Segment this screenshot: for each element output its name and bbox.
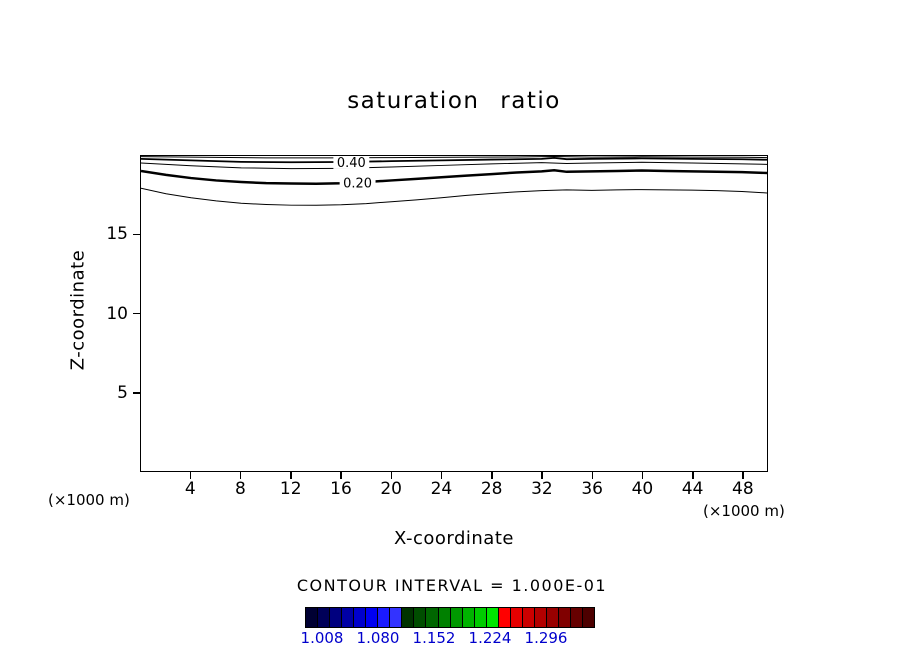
x-unit-label-right: (×1000 m): [703, 502, 785, 520]
x-tick-mark: [692, 472, 694, 479]
colorbar-cell: [414, 608, 427, 627]
colorbar-cell: [450, 608, 463, 627]
x-tick-label: 48: [732, 479, 754, 499]
contour-label-mask: [333, 156, 370, 169]
y-tick-label: 10: [106, 303, 128, 324]
x-tick-label: 12: [279, 479, 302, 499]
colorbar-cell: [426, 608, 439, 627]
colorbar-cell: [486, 608, 499, 627]
colorbar-tick-labels: 1.008 1.080 1.152 1.224 1.296: [301, 629, 595, 647]
contour-label-mask: [339, 174, 376, 190]
x-tick-label: 32: [531, 479, 553, 499]
contour-line-0.50: [141, 156, 767, 159]
contour-line-0.20: [141, 168, 767, 185]
colorbar-cell: [354, 608, 367, 627]
colorbar-cell: [571, 608, 584, 627]
y-tick-mark: [133, 392, 140, 394]
y-axis-label: Z-coordinate: [67, 249, 89, 371]
colorbar-cell: [390, 608, 403, 627]
contour-interval-text: CONTOUR INTERVAL = 1.000E-01: [296, 576, 608, 595]
colorbar-cell: [342, 608, 355, 627]
x-tick-mark: [239, 472, 242, 479]
colorbar-tick-label: 1.224: [468, 629, 512, 647]
x-tick-label: 40: [631, 479, 654, 499]
contour-line-0.10: [141, 187, 767, 206]
x-tick-label: 44: [681, 479, 704, 499]
colorbar-cell: [330, 608, 343, 627]
x-unit-label-left: (×1000 m): [48, 491, 130, 509]
chart-title: saturation ratio: [347, 88, 561, 114]
colorbar: [305, 607, 595, 628]
y-tick-label: 15: [106, 224, 128, 245]
contour-label: 0.40: [337, 156, 366, 171]
colorbar-cell: [366, 608, 379, 627]
x-tick-mark: [742, 472, 744, 479]
x-tick-label: 28: [480, 479, 503, 499]
x-tick-mark: [390, 472, 393, 479]
colorbar-cell: [510, 608, 523, 627]
x-axis-label: X-coordinate: [394, 528, 514, 549]
x-tick-mark: [491, 472, 493, 479]
x-tick-label: 16: [330, 479, 352, 499]
y-tick-mark: [133, 233, 140, 235]
colorbar-cell: [474, 608, 487, 627]
contour-line-0.30: [141, 161, 767, 170]
contour-plot-svg: 0.40 0.20: [141, 156, 767, 206]
colorbar-tick-label: 1.080: [356, 629, 400, 647]
colorbar-cell: [534, 608, 547, 627]
y-tick-mark: [133, 312, 140, 315]
x-tick-mark: [440, 472, 443, 479]
colorbar-cell: [583, 608, 595, 627]
x-tick-label: 24: [430, 479, 453, 499]
x-tick-mark: [189, 472, 192, 479]
plot-area: 0.40 0.20: [140, 155, 768, 472]
contour-line-0.40: [141, 156, 767, 164]
x-tick-mark: [541, 472, 543, 479]
x-tick-label: 20: [380, 479, 402, 499]
x-tick-mark: [290, 472, 292, 479]
colorbar-cell: [438, 608, 451, 627]
colorbar-cell: [318, 608, 331, 627]
x-tick-mark: [641, 472, 644, 479]
x-tick-mark: [591, 472, 594, 479]
x-tick-mark: [340, 472, 342, 479]
colorbar-tick-label: 1.152: [412, 629, 456, 647]
colorbar-cell: [462, 608, 475, 627]
y-tick-label: 5: [117, 382, 128, 403]
colorbar-tick-label: 1.296: [524, 629, 568, 647]
x-tick-label: 4: [184, 479, 196, 499]
colorbar-cell: [378, 608, 391, 627]
colorbar-cell: [558, 608, 572, 627]
colorbar-cell: [522, 608, 535, 627]
colorbar-cell: [306, 608, 319, 627]
colorbar-cell: [498, 608, 511, 627]
colorbar-cell: [402, 608, 415, 627]
x-tick-label: 8: [235, 479, 246, 499]
contour-label: 0.20: [343, 177, 372, 192]
colorbar-tick-label: 1.008: [300, 629, 344, 647]
colorbar-cell: [546, 608, 559, 627]
x-tick-label: 36: [581, 479, 603, 499]
